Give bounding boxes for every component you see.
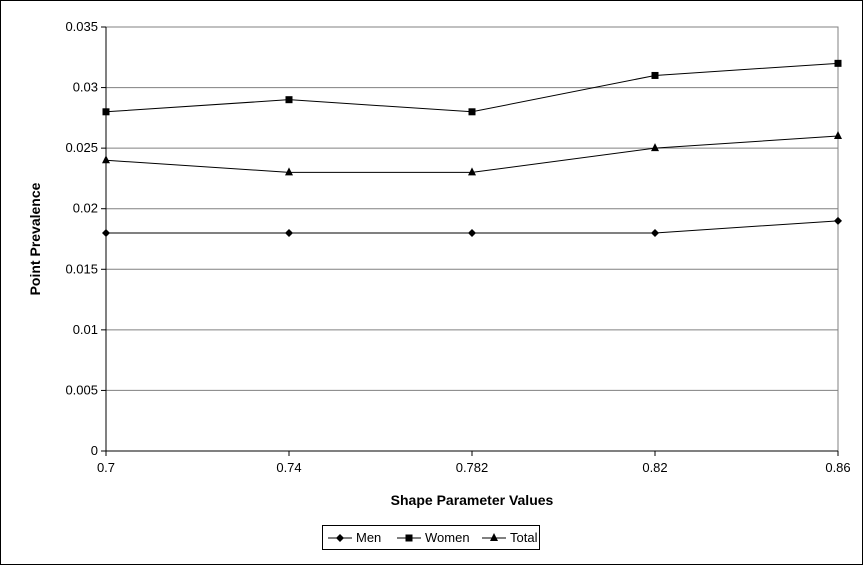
legend-label-men: Men — [356, 530, 381, 545]
data-point-women — [651, 71, 659, 79]
data-point-men — [468, 228, 476, 237]
legend-entry-women: Women — [397, 530, 470, 545]
data-point-total — [834, 131, 842, 140]
series-women — [102, 59, 842, 116]
legend-entry-men: Men — [328, 530, 381, 545]
y-tick-label: 0.025 — [65, 140, 98, 155]
legend-entry-total: Total — [482, 530, 538, 545]
data-point-women — [102, 108, 110, 116]
legend-label-total: Total — [510, 530, 538, 545]
x-axis-title: Shape Parameter Values — [391, 492, 554, 508]
legend-label-women: Women — [425, 530, 470, 545]
series-total — [102, 131, 842, 176]
gridlines — [106, 26, 838, 452]
x-tick-label: 0.7 — [97, 460, 115, 475]
data-point-total — [468, 167, 476, 176]
x-tick-label: 0.82 — [642, 460, 667, 475]
y-tick-label: 0 — [91, 443, 98, 458]
y-tick-label: 0.03 — [73, 80, 98, 95]
legend: Men Women Total — [322, 525, 540, 550]
x-tick-label: 0.74 — [276, 460, 301, 475]
y-tick-label: 0.02 — [73, 201, 98, 216]
y-tick-label: 0.015 — [65, 261, 98, 276]
data-point-men — [285, 228, 293, 237]
data-point-women — [285, 96, 293, 104]
axes: 0 0.005 0.01 0.015 0.02 0.025 0.03 0.035 0.7 0.74… — [65, 19, 850, 475]
y-tick-label: 0.01 — [73, 322, 98, 337]
data-point-men — [102, 228, 110, 237]
series-group — [102, 59, 842, 237]
x-tick-label: 0.782 — [456, 460, 489, 475]
y-tick-label: 0.035 — [65, 19, 98, 34]
legend-marker-total — [490, 533, 498, 541]
data-point-women — [468, 108, 476, 116]
y-axis-title: Point Prevalence — [27, 182, 43, 295]
data-point-women — [834, 59, 842, 67]
data-point-total — [651, 143, 659, 152]
data-point-men — [834, 216, 842, 225]
y-tick-label: 0.005 — [65, 382, 98, 397]
data-point-men — [651, 228, 659, 237]
data-point-total — [285, 167, 293, 176]
data-point-total — [102, 155, 110, 164]
x-tick-label: 0.86 — [825, 460, 850, 475]
series-men — [102, 216, 842, 237]
legend-marker-men — [336, 534, 344, 542]
legend-marker-women — [405, 534, 413, 542]
